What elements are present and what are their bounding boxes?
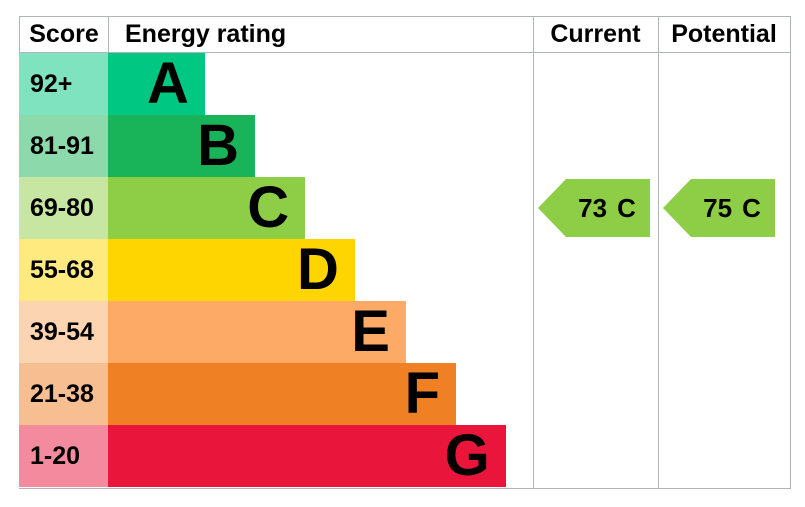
band-row-g: 1-20 G bbox=[19, 425, 533, 487]
header-row: Score Energy rating Current Potential bbox=[20, 17, 790, 52]
band-row-b: 81-91 B bbox=[19, 115, 533, 177]
header-score: Score bbox=[29, 20, 99, 48]
band-letter: D bbox=[297, 237, 339, 302]
band-letter: B bbox=[197, 113, 240, 178]
current-rating-band: C bbox=[617, 193, 636, 223]
band-letter: F bbox=[404, 361, 441, 426]
band-row-f: 21-38 F bbox=[19, 363, 533, 425]
band-letter: A bbox=[147, 51, 189, 116]
band-row-a: 92+ A bbox=[19, 53, 533, 115]
score-range-label: 92+ bbox=[19, 53, 108, 115]
band-letter: C bbox=[247, 175, 290, 240]
divider-line-header-bottom bbox=[19, 52, 791, 53]
current-rating-arrow: 73 C bbox=[538, 179, 650, 237]
band-row-e: 39-54 E bbox=[19, 301, 533, 363]
band-bar-b: B bbox=[108, 113, 256, 178]
score-range-label: 21-38 bbox=[19, 363, 108, 425]
score-range-label: 55-68 bbox=[19, 239, 108, 301]
score-range-label: 69-80 bbox=[19, 177, 108, 239]
score-range-label: 1-20 bbox=[19, 425, 108, 487]
band-bar-d: D bbox=[108, 239, 355, 301]
band-row-d: 55-68 D bbox=[19, 239, 533, 301]
band-bar-a: A bbox=[108, 53, 205, 115]
band-bar-c: C bbox=[108, 175, 306, 240]
potential-rating-arrow: 75 C bbox=[663, 179, 775, 237]
potential-rating-band: C bbox=[742, 193, 761, 223]
header-energy-rating: Energy rating bbox=[125, 20, 287, 48]
band-bar-e: E bbox=[108, 301, 406, 363]
divider-line-score bbox=[108, 16, 109, 53]
band-rows: 92+ A 81-91 B 69-80 bbox=[19, 53, 533, 487]
header-potential: Potential bbox=[671, 20, 777, 48]
current-rating-value: 73 bbox=[578, 193, 608, 223]
divider-line-right bbox=[790, 16, 791, 489]
band-letter: E bbox=[351, 299, 390, 364]
divider-line-top bbox=[19, 16, 791, 17]
header-current: Current bbox=[550, 20, 641, 48]
divider-line-potential bbox=[658, 16, 659, 489]
score-range-label: 81-91 bbox=[19, 115, 108, 177]
divider-line-current bbox=[533, 16, 534, 489]
epc-table: Score Energy rating Current Potential 92… bbox=[19, 16, 791, 489]
band-letter: G bbox=[444, 423, 490, 488]
divider-line-left bbox=[19, 16, 20, 53]
potential-rating-value: 75 bbox=[703, 193, 733, 223]
divider-line-bottom bbox=[19, 488, 791, 489]
band-row-c: 69-80 C bbox=[19, 177, 533, 239]
band-bar-f: F bbox=[108, 361, 457, 426]
band-bar-g: G bbox=[108, 425, 506, 487]
score-range-label: 39-54 bbox=[19, 301, 108, 363]
